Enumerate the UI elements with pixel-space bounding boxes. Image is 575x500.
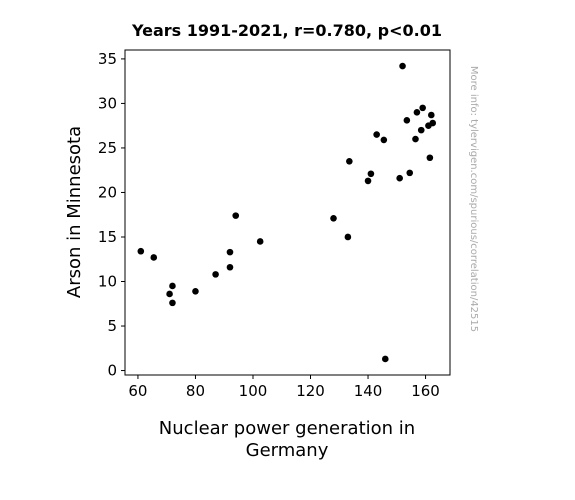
data-point xyxy=(169,282,176,290)
data-point xyxy=(169,299,176,307)
data-point xyxy=(412,135,419,143)
data-point xyxy=(406,169,414,177)
chart-title: Years 1991-2021, r=0.780, p<0.01 xyxy=(131,21,442,40)
data-point xyxy=(417,126,425,134)
data-point xyxy=(364,177,372,185)
plot-area xyxy=(124,49,451,376)
plot-frame xyxy=(124,49,451,376)
data-point xyxy=(413,109,421,116)
x-axis-ticks: 60 80 100 120 140 160 xyxy=(128,375,440,400)
source-note: More info: tylervigen.com/spurious/corre… xyxy=(468,66,479,332)
data-point xyxy=(150,254,158,261)
x-axis-label-line-2: Germany xyxy=(246,440,329,461)
data-point xyxy=(232,212,240,219)
x-tick-label: 120 xyxy=(296,382,325,400)
x-tick-label: 100 xyxy=(239,382,268,400)
data-point xyxy=(380,136,388,144)
data-point xyxy=(256,238,264,245)
data-point xyxy=(373,131,380,138)
x-tick-label: 80 xyxy=(186,382,205,400)
y-tick-label: 25 xyxy=(98,139,117,157)
y-tick-label: 30 xyxy=(98,94,117,112)
data-point xyxy=(429,119,437,127)
data-point xyxy=(166,290,173,298)
data-point xyxy=(426,154,434,162)
data-point xyxy=(137,247,145,255)
x-tick-label: 60 xyxy=(128,382,147,400)
data-point xyxy=(419,104,426,112)
y-tick-label: 5 xyxy=(107,317,117,335)
x-tick-label: 160 xyxy=(411,382,440,400)
y-tick-label: 0 xyxy=(107,362,117,380)
y-axis-ticks: 0 5 10 15 20 25 30 35 xyxy=(98,50,125,380)
data-point xyxy=(226,263,234,271)
x-tick-label: 140 xyxy=(354,382,383,400)
data-point xyxy=(428,111,435,119)
data-point xyxy=(396,174,403,182)
y-tick-label: 20 xyxy=(98,183,117,201)
data-point xyxy=(403,117,411,124)
x-axis-label-line-1: Nuclear power generation in xyxy=(159,418,415,439)
data-point xyxy=(344,233,352,241)
data-point xyxy=(192,288,199,295)
y-tick-label: 15 xyxy=(98,228,117,246)
y-tick-label: 35 xyxy=(98,50,117,68)
y-tick-label: 10 xyxy=(98,273,117,291)
data-point xyxy=(330,214,337,222)
data-points xyxy=(137,62,437,363)
data-point xyxy=(367,170,375,178)
data-point xyxy=(399,62,406,70)
data-point xyxy=(346,158,353,165)
data-point xyxy=(226,248,234,256)
data-point xyxy=(212,271,219,278)
y-axis-label: Arson in Minnesota xyxy=(64,126,85,298)
data-point xyxy=(381,355,389,363)
